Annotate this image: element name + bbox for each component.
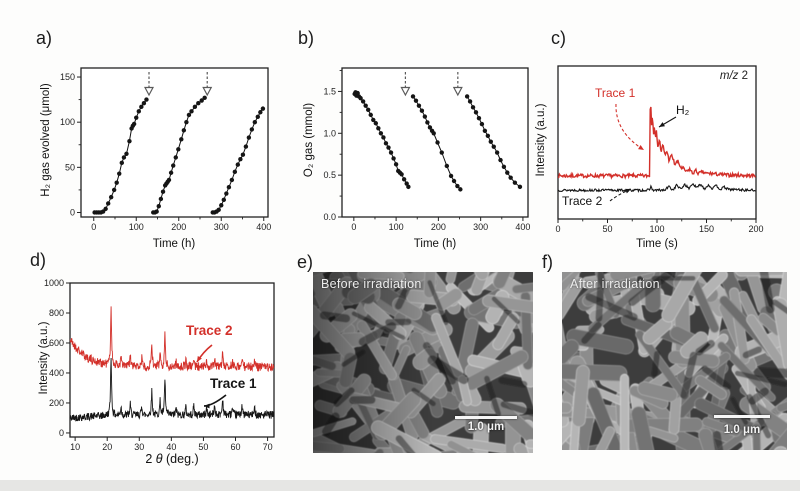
svg-text:100: 100 — [129, 222, 144, 232]
sem-caption-after: After irradiation — [570, 277, 660, 291]
axis-label-x-d: 2 θ (deg.) — [145, 452, 198, 466]
svg-text:30: 30 — [134, 442, 144, 452]
scalebar-line-f — [714, 415, 770, 418]
svg-text:400: 400 — [515, 222, 530, 232]
svg-text:800: 800 — [49, 308, 64, 318]
svg-text:50: 50 — [198, 442, 208, 452]
annotation-arrow — [203, 394, 227, 409]
svg-text:0.5: 0.5 — [323, 170, 336, 180]
annotation-trace1-c: Trace 1 — [595, 86, 636, 100]
panel-label-c: c) — [551, 28, 566, 48]
chart-a: 0 100 200 300 400 0 50 100 150 — [60, 67, 271, 232]
svg-text:200: 200 — [748, 224, 763, 234]
annotation-arrow — [615, 103, 645, 151]
svg-text:1000: 1000 — [44, 278, 64, 288]
annotation-arrow — [196, 344, 213, 363]
panel-label-d: d) — [30, 250, 47, 270]
svg-text:200: 200 — [171, 222, 186, 232]
annotation-h2-c: H₂ — [676, 103, 690, 117]
page-edge-strip — [0, 480, 800, 491]
svg-text:200: 200 — [431, 222, 446, 232]
svg-text:1.0: 1.0 — [323, 128, 336, 138]
svg-text:50: 50 — [602, 224, 612, 234]
axis-label-x-a: Time (h) — [152, 238, 196, 250]
scalebar-line-e — [455, 416, 517, 419]
sem-image-before-irradiation — [313, 272, 533, 453]
svg-text:150: 150 — [60, 72, 75, 82]
svg-text:200: 200 — [49, 398, 64, 408]
axis-label-y-b: O₂ gas (mmol) — [303, 102, 315, 178]
svg-text:0: 0 — [59, 428, 64, 438]
panel-label-f: f) — [542, 252, 553, 272]
annotation-trace2-c: Trace 2 — [562, 194, 603, 208]
svg-text:60: 60 — [231, 442, 241, 452]
x-d-post: (deg.) — [162, 452, 199, 466]
annotation-arrow — [609, 188, 632, 202]
annotation-arrow — [658, 116, 677, 128]
svg-text:10: 10 — [70, 442, 80, 452]
svg-text:0: 0 — [351, 222, 356, 232]
svg-text:40: 40 — [166, 442, 176, 452]
chart-c: 0 50 100 150 200 — [555, 65, 764, 234]
svg-text:0.0: 0.0 — [323, 212, 336, 222]
axis-label-x-c: Time (s) — [636, 238, 678, 250]
sem-caption-before: Before irradiation — [321, 277, 422, 291]
x-d-pre: 2 — [145, 452, 156, 466]
scalebar-text-e: 1.0 μm — [467, 421, 505, 433]
svg-text:70: 70 — [263, 442, 273, 452]
svg-text:0: 0 — [70, 207, 75, 217]
theta-symbol: θ — [155, 452, 163, 466]
axis-label-x-b: Time (h) — [413, 238, 457, 250]
svg-text:100: 100 — [649, 224, 664, 234]
svg-text:20: 20 — [102, 442, 112, 452]
svg-text:0: 0 — [91, 222, 96, 232]
svg-text:300: 300 — [214, 222, 229, 232]
svg-text:100: 100 — [60, 117, 75, 127]
panel-label-a: a) — [36, 28, 53, 48]
axis-label-y-a: H₂ gas evolved (μmol) — [40, 83, 52, 197]
sem-texture — [562, 272, 787, 450]
svg-text:600: 600 — [49, 338, 64, 348]
svg-text:100: 100 — [389, 222, 404, 232]
svg-text:50: 50 — [65, 162, 75, 172]
svg-text:0: 0 — [555, 224, 560, 234]
annotation-trace1-d: Trace 1 — [210, 376, 257, 391]
mz-ratio-label: m/z 2 — [696, 70, 748, 82]
mz-rest: 2 — [738, 70, 748, 82]
svg-text:150: 150 — [699, 224, 714, 234]
panel-label-e: e) — [297, 252, 314, 272]
svg-text:400: 400 — [256, 222, 271, 232]
mz-italic: m/z — [719, 70, 739, 82]
panel-label-b: b) — [298, 28, 315, 48]
annotation-trace2-d: Trace 2 — [186, 323, 233, 338]
svg-text:300: 300 — [473, 222, 488, 232]
sem-image-after-irradiation — [562, 272, 787, 450]
axis-label-y-c: Intensity (a.u.) — [535, 103, 547, 177]
chart-b: 0 100 200 300 400 0.0 0.5 1.0 1.5 — [323, 67, 530, 232]
axis-label-y-d: Intensity (a.u.) — [38, 321, 50, 395]
chart-d: 10 20 30 40 50 60 70 0 200 400 600 800 1000 — [44, 278, 275, 452]
svg-text:1.5: 1.5 — [323, 86, 336, 96]
scalebar-text-f: 1.0 μm — [723, 424, 761, 436]
svg-text:400: 400 — [49, 368, 64, 378]
